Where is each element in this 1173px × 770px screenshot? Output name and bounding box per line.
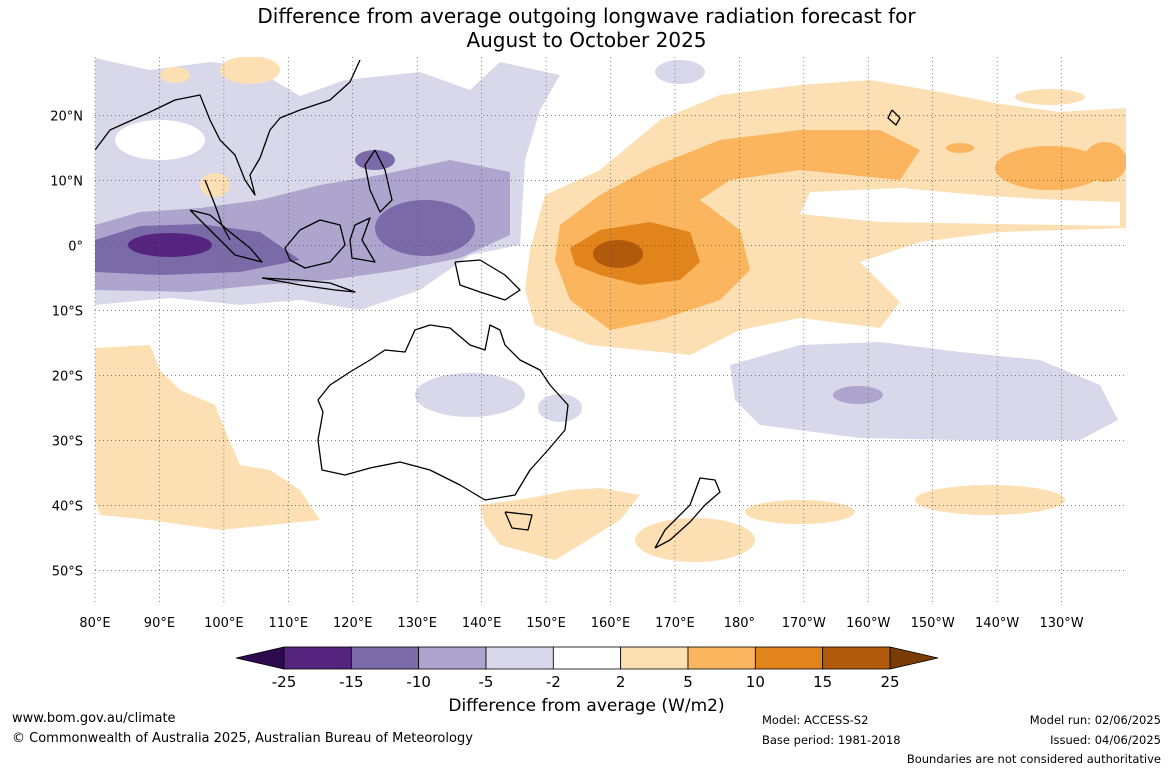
- lon-label: 100°E: [204, 616, 244, 631]
- shade-neg-2-5-b: [95, 159, 152, 191]
- colorbar-swatch: [822, 646, 891, 670]
- shade-neg-10-15-b: [375, 200, 475, 256]
- colorbar-tick-label: -2: [546, 673, 561, 691]
- coast-australia: [317, 324, 569, 501]
- anomaly-shading: [95, 57, 1126, 562]
- shade-pos-south-pacific-a: [745, 500, 855, 524]
- shade-pos-west-indian-b: [95, 352, 240, 505]
- colorbar-swatch: [687, 646, 756, 670]
- shade-pos-new-zealand: [635, 518, 755, 562]
- colorbar-tick-label: -5: [479, 673, 494, 691]
- coast-malay-peninsula: [204, 179, 231, 241]
- lon-label: 170°W: [782, 616, 826, 631]
- title-line-1: Difference from average outgoing longwav…: [257, 4, 916, 28]
- lat-label: 10°N: [50, 175, 83, 190]
- colorbar-swatch: [620, 646, 689, 670]
- latitude-labels: 20°N 10°N 0° 10°S 20°S 30°S 40°S 50°S: [50, 110, 83, 580]
- model-run-date: Model run: 02/06/2025: [1029, 713, 1161, 727]
- colorbar-extend-high: [889, 646, 939, 670]
- colorbar-swatch: [754, 646, 824, 670]
- colorbar-tick-label: 15: [813, 673, 832, 691]
- colorbar: -25 -15 -10 -5 -2 2 5 10 15 25: [235, 646, 939, 691]
- lat-label: 40°S: [52, 500, 83, 515]
- shade-pos-asia: [160, 67, 190, 83]
- colorbar-extend-low: [235, 646, 285, 670]
- shade-pos-asia-b: [220, 57, 280, 84]
- lon-label: 140°E: [462, 616, 502, 631]
- issued-date: Issued: 04/06/2025: [1050, 733, 1161, 747]
- lat-label: 10°S: [52, 305, 83, 320]
- model-name: Model: ACCESS-S2: [762, 713, 869, 727]
- shade-pos-5-10-d: [946, 143, 974, 153]
- graticule: [94, 57, 1126, 603]
- map-figure: 20°N 10°N 0° 10°S 20°S 30°S 40°S 50°S 80°E 90°E 1…: [50, 57, 1126, 691]
- colorbar-swatch: [552, 646, 622, 670]
- shade-neg-north-pacific: [655, 60, 705, 84]
- website-link[interactable]: www.bom.gov.au/climate: [12, 711, 176, 726]
- lon-label: 80°E: [79, 616, 110, 631]
- coast-new-zealand: [654, 477, 721, 549]
- colorbar-tick-label: -25: [272, 673, 297, 691]
- lat-label: 20°N: [50, 110, 83, 125]
- colorbar-tick-label: -15: [339, 673, 364, 691]
- lat-label: 30°S: [52, 435, 83, 450]
- colorbar-swatch: [283, 646, 352, 670]
- shade-neg-australia: [415, 373, 525, 417]
- shade-neg-australia-east: [538, 394, 582, 422]
- lon-label: 180°: [724, 616, 755, 631]
- lon-label: 90°E: [144, 616, 175, 631]
- coast-sulawesi: [349, 217, 376, 263]
- shade-pos-indochina: [200, 173, 230, 197]
- lon-label: 130°E: [397, 616, 437, 631]
- coast-sumatra: [189, 209, 263, 263]
- lon-label: 150°W: [911, 616, 955, 631]
- lon-label: 140°W: [975, 616, 1019, 631]
- shade-neg-sw-pacific: [730, 342, 1118, 440]
- coast-philippines: [364, 149, 393, 213]
- shade-pos-5-10-c: [1083, 142, 1126, 182]
- colorbar-tick-label: -10: [406, 673, 431, 691]
- disclaimer: Boundaries are not considered authoritat…: [906, 752, 1161, 766]
- colorbar-tick-label: 2: [616, 673, 626, 691]
- lon-label: 130°W: [1039, 616, 1083, 631]
- lon-label: 160°E: [591, 616, 631, 631]
- map-title: Difference from average outgoing longwav…: [0, 4, 1173, 52]
- coast-asia-mainland: [95, 59, 361, 196]
- shade-pos-north-pacific-b: [1015, 89, 1085, 105]
- shade-pos-south-pacific-b: [915, 485, 1065, 515]
- shade-neg-10-15-c: [355, 150, 395, 170]
- colorbar-swatch: [418, 646, 487, 670]
- coast-java: [261, 277, 356, 293]
- colorbar-title: Difference from average (W/m2): [448, 696, 725, 716]
- colorbar-tick-label: 5: [683, 673, 693, 691]
- lat-label: 20°S: [52, 370, 83, 385]
- shade-neutral-band: [800, 188, 1120, 226]
- lon-label: 170°E: [655, 616, 695, 631]
- shade-pos-5-10-b: [995, 146, 1105, 190]
- lat-label: 50°S: [52, 565, 83, 580]
- shade-pos-15-25: [593, 240, 643, 268]
- base-period: Base period: 1981-2018: [762, 733, 901, 747]
- lon-label: 110°E: [269, 616, 309, 631]
- copyright-text: © Commonwealth of Australia 2025, Austra…: [12, 731, 473, 746]
- colorbar-tick-label: 25: [880, 673, 899, 691]
- shade-neg-15-25: [128, 233, 212, 257]
- shade-neutral-gap: [115, 120, 205, 160]
- coast-borneo: [284, 219, 346, 269]
- colorbar-tick-label: 10: [746, 673, 765, 691]
- coast-tasmania: [504, 511, 533, 531]
- lon-label: 120°E: [333, 616, 373, 631]
- colorbar-swatch: [350, 646, 420, 670]
- colorbar-swatch: [485, 646, 554, 670]
- lat-label: 0°: [68, 240, 83, 255]
- longitude-labels: 80°E 90°E 100°E 110°E 120°E 130°E 140°E 150°E 16…: [79, 616, 1083, 631]
- title-line-2: August to October 2025: [466, 28, 707, 52]
- coastlines: [95, 59, 901, 549]
- lon-label: 160°W: [846, 616, 890, 631]
- lon-label: 150°E: [526, 616, 566, 631]
- coast-hawaii: [887, 109, 901, 126]
- shade-neg-sw-pacific-core: [833, 386, 883, 404]
- shade-pos-south-tasman: [480, 488, 640, 560]
- coast-new-guinea: [454, 259, 521, 301]
